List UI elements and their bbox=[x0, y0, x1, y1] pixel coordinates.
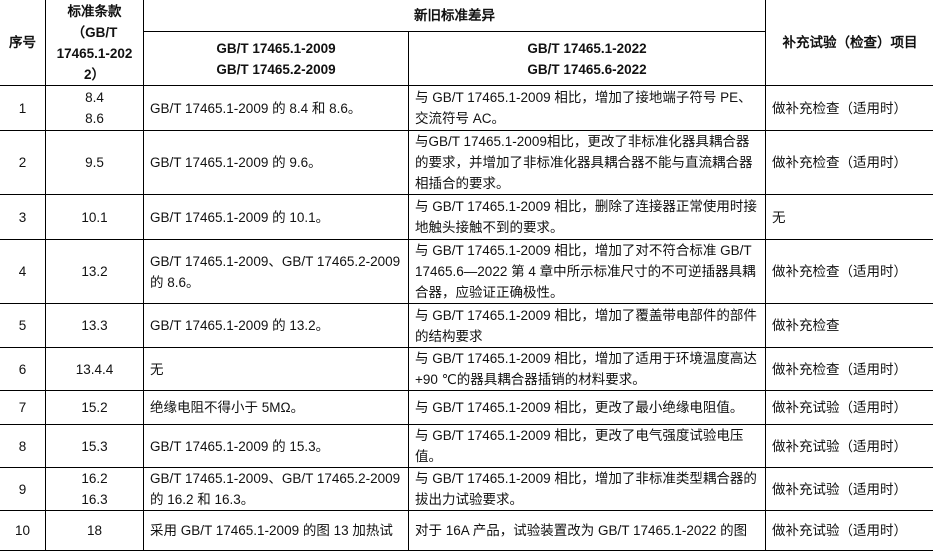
cell-seq: 1 bbox=[0, 86, 46, 131]
cell-clause: 13.2 bbox=[46, 240, 144, 304]
clause-line: 15.3 bbox=[52, 436, 137, 457]
cell-old: GB/T 17465.1-2009 的 13.2。 bbox=[144, 304, 409, 348]
table-row: 4 13.2 GB/T 17465.1-2009、GB/T 17465.2-2009… bbox=[0, 240, 933, 304]
cell-new: 与 GB/T 17465.1-2009 相比，删除了连接器正常使用时接地触头接触… bbox=[409, 195, 766, 240]
cell-old: 无 bbox=[144, 348, 409, 391]
clause-line: 18 bbox=[52, 520, 137, 541]
cell-seq: 4 bbox=[0, 240, 46, 304]
cell-supplement: 做补充检查（适用时） bbox=[766, 86, 933, 131]
table-row: 5 13.3 GB/T 17465.1-2009 的 13.2。与 GB/T 174… bbox=[0, 304, 933, 348]
cell-supplement: 做补充检查（适用时） bbox=[766, 240, 933, 304]
header-old-std-line: GB/T 17465.1-2009 bbox=[150, 38, 402, 59]
header-clause-line: 标准条款 bbox=[52, 1, 137, 22]
cell-new: 与 GB/T 17465.1-2009 相比，增加了非标准类型耦合器的拔出力试验… bbox=[409, 468, 766, 511]
clause-line: 15.2 bbox=[52, 397, 137, 418]
clause-line: 16.2 bbox=[52, 468, 137, 489]
table-row: 6 13.4.4 无与 GB/T 17465.1-2009 相比，增加了适用于环境温… bbox=[0, 348, 933, 391]
table-row: 10 18 采用 GB/T 17465.1-2009 的图 13 加热试对于 16A… bbox=[0, 511, 933, 551]
clause-line: 13.2 bbox=[52, 261, 137, 282]
header-seq: 序号 bbox=[0, 0, 46, 86]
clause-line: 10.1 bbox=[52, 207, 137, 228]
clause-line: 9.5 bbox=[52, 152, 137, 173]
cell-old: GB/T 17465.1-2009 的 15.3。 bbox=[144, 425, 409, 468]
cell-new: 对于 16A 产品，试验装置改为 GB/T 17465.1-2022 的图 bbox=[409, 511, 766, 551]
header-clause: 标准条款 （GB/T 17465.1-202 2） bbox=[46, 0, 144, 86]
table-row: 8 15.3 GB/T 17465.1-2009 的 15.3。与 GB/T 174… bbox=[0, 425, 933, 468]
cell-new: 与 GB/T 17465.1-2009 相比，增加了接地端子符号 PE、交流符号… bbox=[409, 86, 766, 131]
cell-supplement: 做补充检查 bbox=[766, 304, 933, 348]
header-new-std-line: GB/T 17465.6-2022 bbox=[415, 59, 759, 80]
header-old-std: GB/T 17465.1-2009 GB/T 17465.2-2009 bbox=[144, 32, 409, 86]
cell-supplement: 做补充试验（适用时） bbox=[766, 468, 933, 511]
cell-old: GB/T 17465.1-2009、GB/T 17465.2-2009 的 8.… bbox=[144, 240, 409, 304]
cell-new: 与 GB/T 17465.1-2009 相比，增加了对不符合标准 GB/T 17… bbox=[409, 240, 766, 304]
cell-clause: 18 bbox=[46, 511, 144, 551]
cell-seq: 2 bbox=[0, 131, 46, 195]
clause-line: 13.3 bbox=[52, 315, 137, 336]
clause-line: 8.6 bbox=[52, 108, 137, 129]
cell-new: 与 GB/T 17465.1-2009 相比，更改了最小绝缘电阻值。 bbox=[409, 391, 766, 425]
header-clause-line: 17465.1-202 bbox=[52, 43, 137, 64]
cell-old: 采用 GB/T 17465.1-2009 的图 13 加热试 bbox=[144, 511, 409, 551]
cell-supplement: 做补充试验（适用时） bbox=[766, 511, 933, 551]
cell-supplement: 做补充检查（适用时） bbox=[766, 348, 933, 391]
cell-new: 与 GB/T 17465.1-2009 相比，增加了适用于环境温度高达+90 ℃… bbox=[409, 348, 766, 391]
cell-seq: 7 bbox=[0, 391, 46, 425]
header-diff-group: 新旧标准差异 bbox=[144, 0, 766, 32]
cell-clause: 13.4.4 bbox=[46, 348, 144, 391]
cell-seq: 10 bbox=[0, 511, 46, 551]
cell-clause: 15.2 bbox=[46, 391, 144, 425]
cell-supplement: 做补充试验（适用时） bbox=[766, 391, 933, 425]
cell-seq: 8 bbox=[0, 425, 46, 468]
cell-old: GB/T 17465.1-2009、GB/T 17465.2-2009 的 16… bbox=[144, 468, 409, 511]
clause-line: 16.3 bbox=[52, 489, 137, 510]
cell-seq: 6 bbox=[0, 348, 46, 391]
cell-old: GB/T 17465.1-2009 的 10.1。 bbox=[144, 195, 409, 240]
table-row: 7 15.2 绝缘电阻不得小于 5MΩ。与 GB/T 17465.1-2009 相比… bbox=[0, 391, 933, 425]
cell-old: GB/T 17465.1-2009 的 8.4 和 8.6。 bbox=[144, 86, 409, 131]
cell-supplement: 无 bbox=[766, 195, 933, 240]
cell-clause: 13.3 bbox=[46, 304, 144, 348]
cell-seq: 3 bbox=[0, 195, 46, 240]
header-new-std: GB/T 17465.1-2022 GB/T 17465.6-2022 bbox=[409, 32, 766, 86]
cell-old: 绝缘电阻不得小于 5MΩ。 bbox=[144, 391, 409, 425]
cell-seq: 9 bbox=[0, 468, 46, 511]
cell-new: 与 GB/T 17465.1-2009 相比，更改了电气强度试验电压值。 bbox=[409, 425, 766, 468]
cell-supplement: 做补充检查（适用时） bbox=[766, 131, 933, 195]
clause-line: 13.4.4 bbox=[52, 359, 137, 380]
cell-clause: 10.1 bbox=[46, 195, 144, 240]
cell-supplement: 做补充试验（适用时） bbox=[766, 425, 933, 468]
cell-old: GB/T 17465.1-2009 的 9.6。 bbox=[144, 131, 409, 195]
header-clause-line: 2） bbox=[52, 64, 137, 85]
cell-seq: 5 bbox=[0, 304, 46, 348]
header-new-std-line: GB/T 17465.1-2022 bbox=[415, 38, 759, 59]
header-clause-line: （GB/T bbox=[52, 22, 137, 43]
table-row: 3 10.1 GB/T 17465.1-2009 的 10.1。与 GB/T 174… bbox=[0, 195, 933, 240]
cell-new: 与 GB/T 17465.1-2009 相比，增加了覆盖带电部件的部件的结构要求 bbox=[409, 304, 766, 348]
cell-clause: 15.3 bbox=[46, 425, 144, 468]
clause-line: 8.4 bbox=[52, 87, 137, 108]
cell-clause: 9.5 bbox=[46, 131, 144, 195]
header-supplement: 补充试验（检查）项目 bbox=[766, 0, 933, 86]
table-row: 2 9.5 GB/T 17465.1-2009 的 9.6。与GB/T 17465.… bbox=[0, 131, 933, 195]
header-old-std-line: GB/T 17465.2-2009 bbox=[150, 59, 402, 80]
cell-new: 与GB/T 17465.1-2009相比，更改了非标准化器具耦合器的要求，并增加… bbox=[409, 131, 766, 195]
